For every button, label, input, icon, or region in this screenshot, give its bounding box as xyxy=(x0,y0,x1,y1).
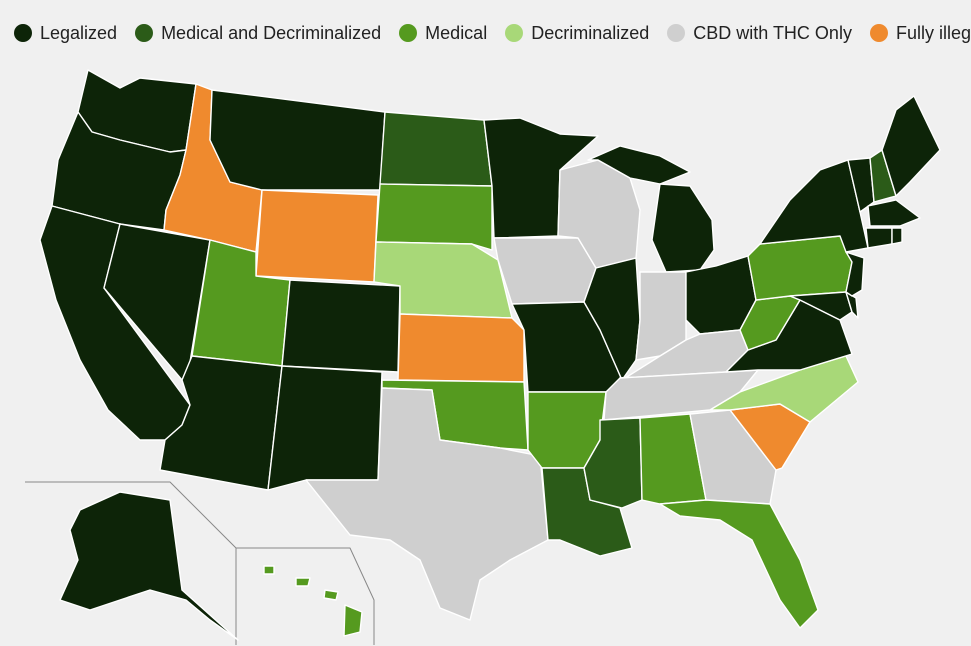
legend-item-medical-decriminalized: Medical and Decriminalized xyxy=(135,23,381,44)
state-michigan-upper[interactable] xyxy=(587,145,691,185)
legend-label: Fully illegal xyxy=(895,22,971,43)
legend-item-cbd-thc-only: CBD with THC Only xyxy=(667,23,852,44)
legend-label: Decriminalized xyxy=(531,22,650,43)
alaska-inset-border xyxy=(25,481,237,645)
state-maine[interactable] xyxy=(881,95,941,197)
legend-dot xyxy=(505,24,524,42)
state-massachusetts[interactable] xyxy=(867,199,921,227)
state-south-dakota[interactable] xyxy=(375,183,493,251)
state-new-jersey[interactable] xyxy=(845,251,865,297)
state-montana[interactable] xyxy=(209,89,386,191)
legend-label: Medical and Decriminalized xyxy=(161,22,382,43)
legend-label: Legalized xyxy=(40,22,118,43)
legend-item-fully-illegal: Fully illegal xyxy=(869,22,971,44)
state-rhode-island[interactable] xyxy=(891,227,903,245)
state-north-carolina[interactable] xyxy=(709,355,859,423)
legend-item-medical: Medical xyxy=(399,23,487,44)
legend-item-legalized: Legalized xyxy=(14,23,117,44)
state-colorado[interactable] xyxy=(281,279,401,373)
legend-dot xyxy=(14,24,32,42)
legend-dot xyxy=(135,24,154,42)
state-michigan[interactable] xyxy=(651,183,715,273)
state-wyoming[interactable] xyxy=(255,189,379,283)
state-pennsylvania[interactable] xyxy=(747,235,853,301)
state-hawaii-maui[interactable] xyxy=(323,589,339,601)
state-north-dakota[interactable] xyxy=(379,111,493,187)
state-florida[interactable] xyxy=(659,499,819,629)
legend-dot xyxy=(869,24,888,42)
state-texas[interactable] xyxy=(305,387,549,621)
legend-label: CBD with THC Only xyxy=(693,22,852,43)
hawaii-inset-border xyxy=(236,547,375,645)
state-alaska[interactable] xyxy=(59,491,239,641)
legend-item-decriminalized: Decriminalized xyxy=(505,23,649,44)
state-kansas[interactable] xyxy=(397,313,525,383)
state-illinois[interactable] xyxy=(583,257,641,381)
legend: Legalized Medical and Decriminalized Medic… xyxy=(14,20,971,46)
legend-dot xyxy=(667,24,686,42)
legend-label: Medical xyxy=(425,22,488,43)
state-hawaii-oahu[interactable] xyxy=(295,577,311,587)
state-connecticut[interactable] xyxy=(865,227,893,249)
state-hawaii-big[interactable] xyxy=(343,604,363,637)
state-iowa[interactable] xyxy=(493,237,597,305)
state-new-mexico[interactable] xyxy=(267,365,383,491)
state-maryland[interactable] xyxy=(789,291,853,321)
legend-dot xyxy=(399,24,418,42)
state-hawaii-kauai[interactable] xyxy=(263,565,275,575)
